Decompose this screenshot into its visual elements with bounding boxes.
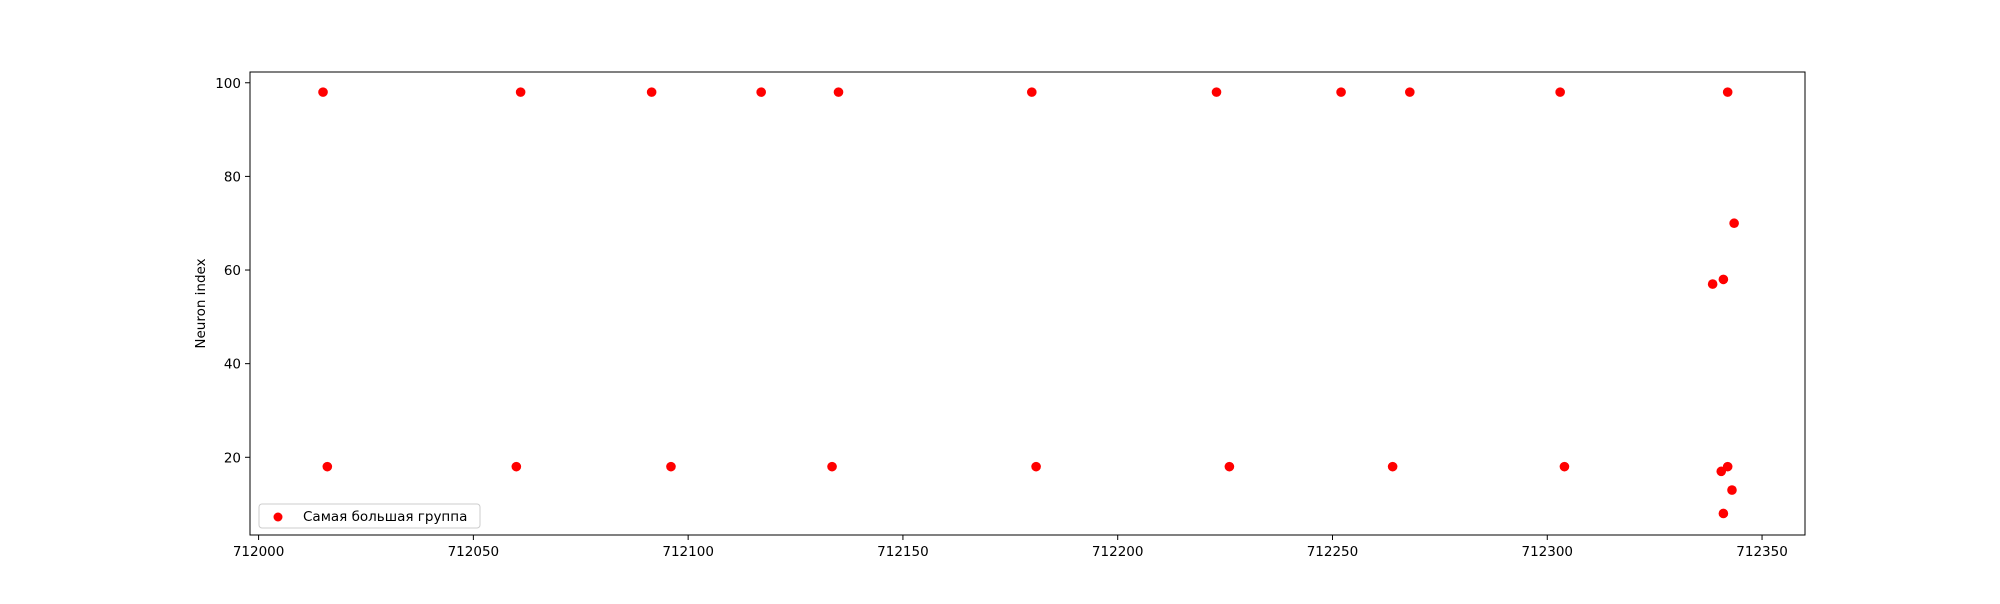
data-points bbox=[318, 87, 1739, 519]
x-axis-ticks: 712000 712050 712100 712150 712200 712250 7123… bbox=[233, 535, 1788, 560]
data-point bbox=[1336, 87, 1346, 97]
plot-area-frame bbox=[249, 71, 1806, 536]
data-point bbox=[1405, 87, 1415, 97]
legend-marker bbox=[273, 512, 283, 522]
data-point bbox=[1707, 279, 1718, 289]
data-point bbox=[322, 461, 333, 472]
data-point bbox=[1722, 87, 1733, 97]
legend: Самая большая группа bbox=[258, 503, 481, 529]
data-point bbox=[1031, 461, 1041, 472]
data-point bbox=[1387, 461, 1398, 472]
data-point bbox=[1716, 466, 1727, 477]
legend-label: Самая большая группа bbox=[303, 509, 467, 525]
data-point bbox=[515, 87, 526, 97]
x-tick-label: 712150 bbox=[877, 544, 929, 560]
data-point bbox=[1718, 508, 1729, 519]
data-point bbox=[1026, 87, 1037, 97]
data-point bbox=[1555, 87, 1565, 97]
y-tick-label: 100 bbox=[215, 76, 241, 92]
x-tick-label: 712000 bbox=[233, 544, 285, 560]
legend-box bbox=[258, 503, 481, 529]
y-tick-label: 60 bbox=[224, 263, 241, 279]
data-point bbox=[1224, 461, 1235, 472]
x-tick-label: 712050 bbox=[448, 544, 500, 560]
y-tick-label: 80 bbox=[224, 169, 241, 185]
data-point bbox=[1211, 87, 1222, 97]
data-point bbox=[833, 87, 844, 97]
data-point bbox=[666, 461, 676, 472]
y-axis-label: Neuron index bbox=[193, 258, 209, 348]
data-point bbox=[318, 87, 328, 97]
x-tick-label: 712200 bbox=[1092, 544, 1144, 560]
data-point bbox=[827, 461, 837, 472]
data-point bbox=[1727, 485, 1737, 495]
y-tick-label: 40 bbox=[224, 357, 241, 373]
data-point bbox=[1729, 218, 1739, 229]
data-point bbox=[646, 87, 657, 97]
data-point bbox=[511, 461, 522, 472]
data-point bbox=[756, 87, 766, 97]
x-tick-label: 712300 bbox=[1521, 544, 1573, 560]
x-tick-label: 712350 bbox=[1736, 544, 1788, 560]
data-point bbox=[1559, 461, 1570, 472]
y-tick-label: 20 bbox=[224, 450, 241, 466]
x-tick-label: 712250 bbox=[1307, 544, 1359, 560]
x-tick-label: 712100 bbox=[662, 544, 714, 560]
data-point bbox=[1718, 274, 1729, 285]
y-axis-ticks: 20 40 60 80 100 bbox=[215, 76, 250, 466]
